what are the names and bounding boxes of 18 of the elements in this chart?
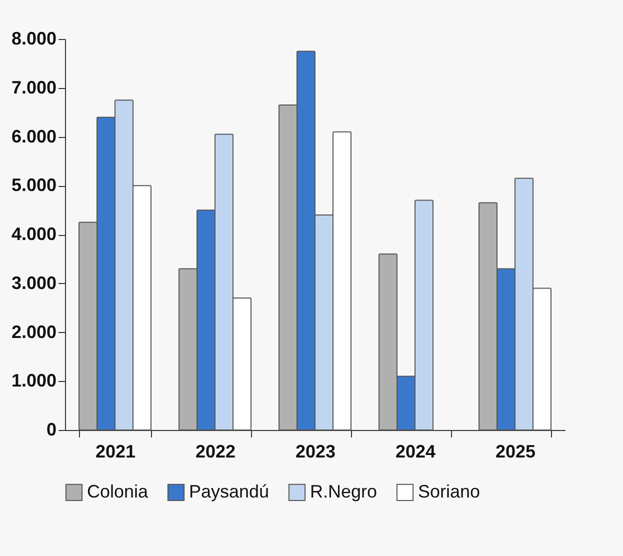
- y-tick-label: 2.000: [11, 322, 56, 342]
- x-tick-label: 2023: [295, 442, 336, 462]
- x-tick-label: 2021: [95, 442, 136, 462]
- y-tick-label: 5.000: [11, 175, 56, 196]
- x-tick-label: 2024: [395, 442, 436, 462]
- y-tick-label: 0: [46, 420, 56, 440]
- y-tick-label: 7.000: [11, 77, 56, 98]
- legend-label: Colonia: [87, 481, 150, 502]
- legend-label: R.Negro: [310, 481, 378, 502]
- legend-label: Paysandú: [189, 481, 270, 502]
- x-tick-label: 2022: [195, 442, 236, 462]
- y-tick-label: 6.000: [11, 126, 56, 146]
- y-tick-label: 8.000: [11, 28, 56, 48]
- legend-label: Soriano: [418, 481, 480, 502]
- y-tick-label: 4.000: [11, 224, 56, 244]
- y-tick-label: 1.000: [11, 370, 56, 391]
- y-tick-label: 3.000: [11, 272, 56, 293]
- x-tick-label: 2025: [495, 442, 536, 462]
